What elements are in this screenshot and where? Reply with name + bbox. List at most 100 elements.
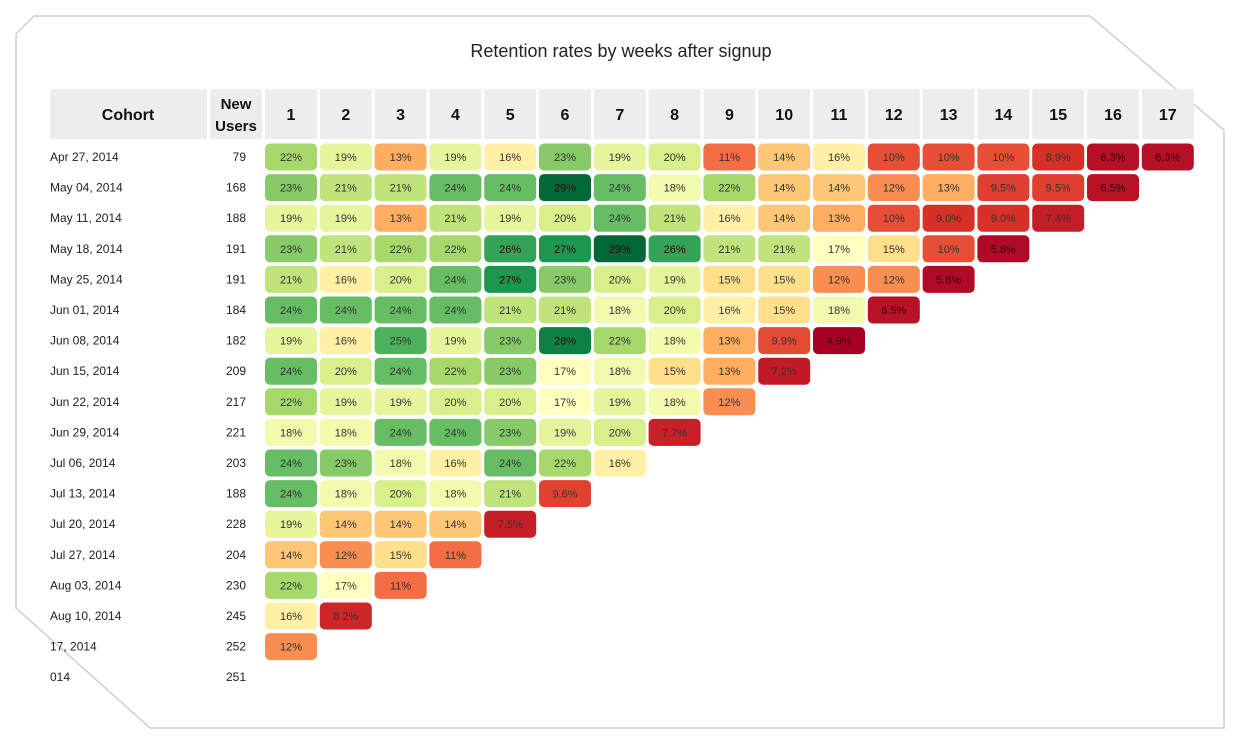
retention-cell — [265, 633, 317, 661]
retention-cell-label: 15% — [664, 366, 686, 378]
retention-cell — [648, 235, 701, 263]
retention-cell — [977, 174, 1030, 202]
retention-cell — [758, 265, 811, 293]
retention-cell-label: 21% — [499, 305, 521, 317]
retention-cell-label: 16% — [718, 213, 740, 225]
header-week-label: 7 — [615, 107, 624, 124]
retention-cell-label: 16% — [828, 152, 850, 164]
retention-cell — [374, 571, 427, 599]
retention-cell — [648, 265, 701, 293]
retention-cell — [484, 143, 537, 171]
retention-cell-label: 21% — [718, 244, 740, 256]
retention-cell — [429, 480, 482, 508]
retention-cell — [265, 388, 317, 416]
retention-cell — [374, 143, 427, 171]
retention-cell-label: 19% — [335, 397, 357, 409]
retention-cell-label: 29% — [609, 244, 631, 256]
retention-cell-label: 10% — [883, 213, 905, 225]
retention-cell-label: 21% — [664, 213, 686, 225]
header-week-bg — [593, 89, 646, 139]
header-week-label: 11 — [831, 107, 848, 124]
header-week-bg — [1032, 89, 1085, 139]
cohort-label: Apr 27, 2014 — [50, 150, 119, 164]
header-week-bg — [922, 89, 975, 139]
retention-cell — [867, 265, 920, 293]
retention-cell — [374, 174, 427, 202]
retention-cell-label: 10% — [883, 152, 905, 164]
retention-cell-label: 7.5% — [498, 519, 523, 531]
retention-cell-label: 21% — [554, 305, 576, 317]
retention-cell — [265, 571, 317, 599]
retention-cell-label: 24% — [444, 427, 466, 439]
retention-cell-label: 9.0% — [991, 213, 1016, 225]
header-week-bg — [319, 89, 372, 139]
retention-cell — [374, 357, 427, 385]
new-users-value: 204 — [226, 548, 246, 562]
retention-cell — [319, 449, 372, 477]
retention-cell — [484, 388, 537, 416]
retention-cell-label: 18% — [609, 366, 631, 378]
retention-cell — [265, 418, 317, 446]
retention-cell — [977, 235, 1030, 263]
retention-cell-label: 14% — [773, 183, 795, 195]
retention-cell — [265, 235, 317, 263]
retention-cell — [648, 296, 701, 324]
retention-cell-label: 10% — [938, 152, 960, 164]
retention-cell — [265, 204, 317, 232]
retention-cell-label: 24% — [609, 213, 631, 225]
new-users-value: 251 — [226, 670, 246, 684]
retention-cell — [319, 296, 372, 324]
retention-cell-label: 9.5% — [991, 183, 1016, 195]
cohort-label: Jul 06, 2014 — [50, 456, 116, 470]
header-week-bg — [1087, 89, 1139, 139]
retention-cell-label: 21% — [280, 274, 302, 286]
retention-cell — [429, 449, 482, 477]
retention-cell-label: 24% — [444, 183, 466, 195]
retention-cell — [867, 204, 920, 232]
new-users-value: 79 — [233, 150, 247, 164]
cohort-label: May 04, 2014 — [50, 181, 123, 195]
retention-cell-label: 24% — [280, 366, 302, 378]
retention-cell-label: 18% — [335, 489, 357, 501]
retention-cell-label: 16% — [444, 458, 466, 470]
retention-cell — [703, 265, 756, 293]
header-week-label: 10 — [775, 107, 793, 124]
retention-cell — [429, 418, 482, 446]
retention-cell-label: 12% — [883, 183, 905, 195]
retention-cell-label: 15% — [773, 274, 795, 286]
header-week-bg — [758, 89, 811, 139]
retention-cell-label: 28% — [554, 336, 576, 348]
retention-cell-label: 20% — [609, 427, 631, 439]
retention-cell-label: 9.5% — [1046, 183, 1071, 195]
new-users-value: 191 — [226, 272, 246, 286]
retention-cell-label: 18% — [828, 305, 850, 317]
retention-cell — [319, 510, 372, 538]
retention-cell-label: 15% — [718, 274, 740, 286]
retention-cell-label: 19% — [280, 519, 302, 531]
retention-cell — [703, 296, 756, 324]
retention-cell — [319, 357, 372, 385]
retention-cell-label: 19% — [280, 213, 302, 225]
retention-cell — [758, 143, 811, 171]
retention-cell — [429, 235, 482, 263]
retention-cell — [1087, 174, 1139, 202]
retention-cell-label: 24% — [280, 458, 302, 470]
retention-cell-label: 14% — [773, 152, 795, 164]
header-week-label: 13 — [940, 107, 958, 124]
retention-cell-label: 19% — [664, 274, 686, 286]
retention-cell — [374, 510, 427, 538]
retention-cell-label: 18% — [444, 489, 466, 501]
retention-cell — [758, 174, 811, 202]
retention-cell — [429, 388, 482, 416]
retention-cell-label: 12% — [335, 550, 357, 562]
new-users-value: 203 — [226, 456, 246, 470]
header-week-bg — [813, 89, 865, 139]
retention-cell-label: 12% — [718, 397, 740, 409]
retention-cell — [265, 265, 317, 293]
retention-cell — [539, 296, 591, 324]
retention-cell-label: 20% — [499, 397, 521, 409]
new-users-value: 230 — [226, 578, 246, 592]
retention-cell — [648, 388, 701, 416]
new-users-value: 184 — [226, 303, 246, 317]
